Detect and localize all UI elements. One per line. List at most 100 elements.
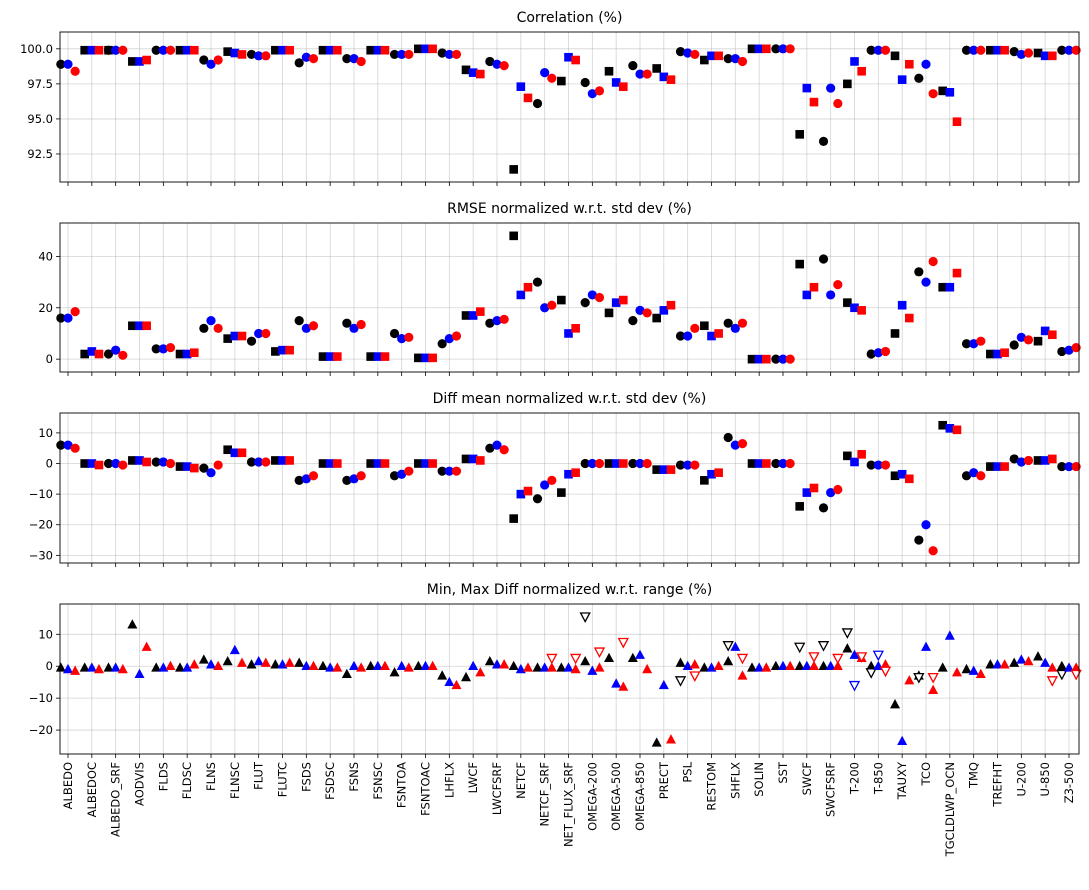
data-point [230, 331, 240, 341]
data-point [277, 659, 288, 669]
data-point [523, 282, 533, 292]
data-point [675, 657, 686, 667]
data-point [175, 462, 185, 471]
x-tick-label: AODVIS [133, 762, 147, 806]
data-point [254, 328, 264, 339]
data-point [993, 45, 1002, 55]
data-point [642, 308, 652, 318]
data-point [318, 45, 328, 55]
x-tick-label: NETCF [514, 762, 528, 799]
data-point [356, 662, 367, 672]
data-point [713, 660, 724, 671]
x-tick-label: U-850 [1038, 762, 1052, 797]
data-point [451, 466, 462, 476]
data-point [985, 659, 996, 669]
data-point [492, 316, 502, 326]
data-point [1009, 454, 1019, 464]
data-point [770, 660, 781, 671]
data-point [444, 49, 454, 60]
data-point [373, 45, 383, 55]
data-point [866, 660, 877, 671]
data-point [723, 432, 733, 443]
data-point [754, 44, 764, 54]
data-point [795, 259, 804, 269]
data-point [778, 44, 788, 54]
panel-3: −30 −20 −10 0 10 Diff mean normalized w.r.t. … [29, 391, 1081, 567]
data-point [468, 454, 478, 464]
data-point [404, 466, 414, 476]
data-point [968, 665, 979, 675]
data-point [492, 440, 502, 450]
data-point [850, 457, 859, 467]
data-point [199, 323, 209, 333]
data-point [747, 459, 757, 468]
data-point [762, 354, 771, 364]
data-point [117, 663, 128, 674]
data-point [747, 354, 757, 364]
data-point [1040, 326, 1050, 336]
data-point [380, 459, 390, 468]
data-point [142, 55, 151, 65]
data-point [254, 51, 264, 61]
data-point [444, 466, 454, 476]
data-point [547, 475, 557, 485]
data-point [437, 48, 447, 58]
data-point [928, 256, 938, 267]
data-point [890, 471, 900, 481]
data-point [213, 55, 223, 65]
data-point [992, 659, 1003, 669]
data-point [969, 339, 979, 349]
data-point [952, 425, 962, 435]
data-point [857, 66, 866, 76]
data-point [380, 352, 390, 361]
data-point [189, 659, 200, 669]
data-point [771, 354, 781, 364]
data-point [707, 51, 716, 61]
data-point [809, 97, 819, 107]
axes-frame [59, 603, 1080, 755]
data-point [707, 331, 716, 341]
data-point [1000, 462, 1009, 471]
data-point [1023, 335, 1034, 345]
data-point [165, 660, 176, 671]
series-blue-s [87, 44, 1050, 97]
data-point [128, 57, 137, 66]
data-point [94, 349, 104, 359]
data-point [833, 280, 843, 290]
data-point [499, 61, 509, 71]
data-point [372, 660, 383, 671]
data-point [206, 59, 216, 69]
data-point [778, 354, 788, 364]
data-point [880, 460, 891, 470]
data-point [151, 662, 162, 672]
panel-4: −20 −10 0 10 Min, Max Diff normalized w.r.t.… [29, 582, 1082, 857]
series-red-^ [70, 641, 1082, 744]
series-red-s [94, 425, 1057, 496]
data-point [564, 329, 573, 338]
data-point [818, 660, 829, 671]
data-point [642, 69, 652, 79]
data-point [444, 676, 455, 686]
data-point [747, 44, 757, 54]
data-point [223, 445, 232, 455]
data-point [142, 321, 151, 331]
series-blue-^ [63, 630, 1074, 746]
data-point [563, 662, 574, 672]
data-point [579, 612, 591, 623]
data-point [897, 469, 907, 479]
data-point [938, 282, 947, 292]
data-point [762, 44, 771, 54]
data-point [1071, 461, 1081, 472]
data-point [976, 45, 986, 55]
series-black-s [80, 420, 1043, 523]
data-point [628, 458, 638, 469]
series-blue-o [63, 440, 1074, 530]
data-point [809, 483, 819, 493]
data-point [127, 619, 138, 629]
data-point [659, 465, 669, 474]
data-point [857, 306, 866, 315]
data-point [700, 476, 709, 485]
data-point [1016, 457, 1026, 467]
data-point [730, 440, 740, 450]
